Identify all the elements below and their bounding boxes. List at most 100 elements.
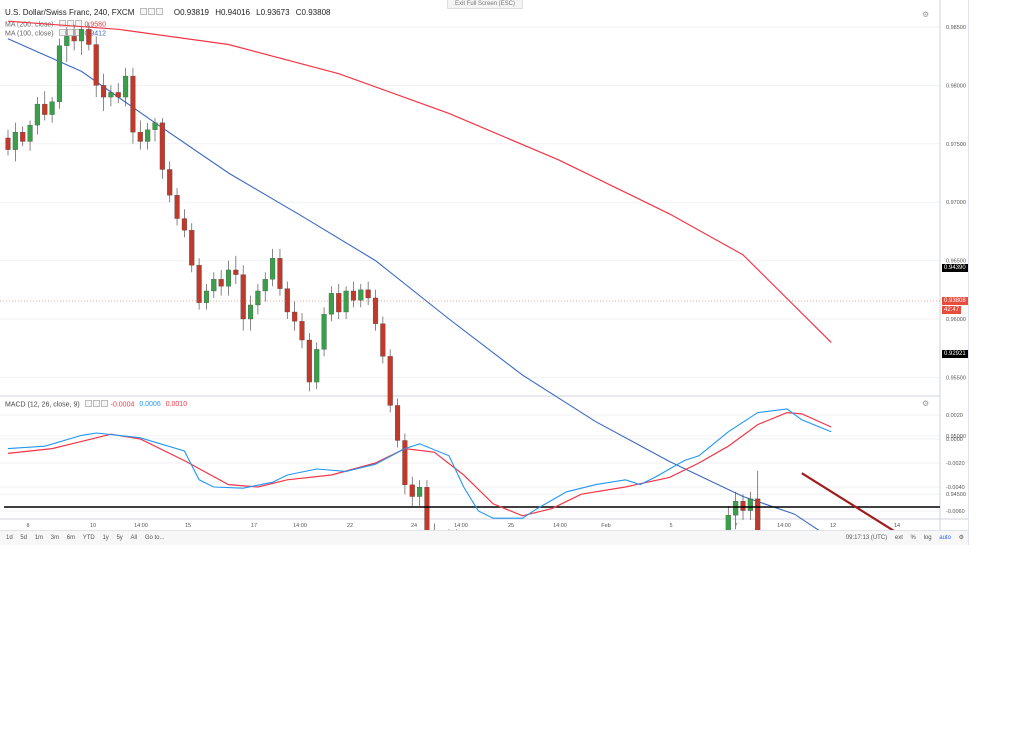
timeframe-6m[interactable]: 6m [66,535,76,541]
candle-body [733,501,739,516]
candle-body [27,124,33,142]
goto-date-button[interactable]: Go to... [144,535,165,541]
macd-pane-settings-icon[interactable]: ⚙ [922,399,930,408]
candle-body [233,269,239,275]
candle-body [299,321,305,341]
legend-buttons[interactable] [139,8,164,17]
candle-body [34,103,40,126]
timeframe-1y[interactable]: 1y [102,535,109,541]
timeframe-ytd[interactable]: YTD [82,535,95,541]
log-toggle[interactable]: log [923,535,932,541]
candle-body [181,218,187,231]
chart-container[interactable]: Exit Full Screen (ESC) U.S. Dollar/Swiss… [0,0,969,545]
candle-body [159,122,165,170]
candle-body [336,293,342,313]
price-axis-label: 0.98500 [946,25,966,31]
candle-body [402,440,408,486]
price-axis-label: 0.97500 [946,142,966,148]
price-axis-label: 0.96000 [946,317,966,323]
candle-body [262,279,268,292]
timeframe-5d[interactable]: 5d [20,535,28,541]
candle-body [409,484,415,497]
candle-body [49,101,55,115]
candle-body [277,258,283,289]
price-axis-labels: 0.98500 0.98000 0.97500 0.97000 0.96500 0.960… [946,25,966,498]
price-axis-label: 0.94500 [946,492,966,498]
timeframe-5y[interactable]: 5y [116,535,123,541]
time-axis-label: 14:00 [134,523,148,529]
time-axis-label: 14:00 [777,523,791,529]
candle-body [747,498,753,511]
candle-body [152,122,158,130]
macd-line [7,408,832,519]
main-pane-settings-icon[interactable]: ⚙ [922,10,930,19]
time-axis-label: 14:00 [553,523,567,529]
candle-body [417,487,423,497]
time-axis-label: 8 [26,523,29,529]
ma200-legend[interactable]: MA (200, close) 0.9580 [5,20,106,29]
candle-body [314,349,320,383]
candle-body [380,323,386,357]
utc-clock: 09:17:13 (UTC) [845,535,888,541]
macd-axis-label: -0.0060 [946,509,965,515]
candle-body [387,356,393,406]
candle-body [42,103,48,115]
candle-body [137,131,143,142]
candle-body [247,304,254,320]
candle-body [12,131,18,150]
candle-body [86,29,92,45]
macd-series [7,408,832,519]
exit-fullscreen-button[interactable]: Exit Full Screen (ESC) [447,0,523,9]
timeframe-all[interactable]: All [130,535,138,541]
candle-body [56,45,62,102]
time-axis-label: 17 [251,523,257,529]
ohlc-open: O0.93819 [173,8,209,17]
time-axis-label: 15 [185,523,191,529]
ext-toggle[interactable]: ext [894,535,903,541]
candle-body [5,137,11,150]
candle-body [145,129,151,142]
candle-body [270,258,276,280]
candle-body [167,169,173,196]
candle-body [130,75,136,133]
candle-body [101,85,107,98]
time-axis-label: 14 [894,523,900,529]
candle-body [20,131,26,142]
time-axis-label: 7 [734,523,737,529]
macd-signal-line [7,411,832,517]
candle-body [240,274,246,320]
percent-toggle[interactable]: % [910,535,916,541]
timeframe-1d[interactable]: 1d [6,535,13,541]
macd-axis-label: -0.0020 [946,461,965,467]
chart-svg[interactable]: 0.98500 0.98000 0.97500 0.97000 0.96500 0.960… [0,0,968,530]
candle-body [93,44,99,86]
last-price-tag: 0.93808 [942,297,968,305]
macd-axis-label: -0.0040 [946,485,965,491]
macd-legend-buttons[interactable] [84,400,109,409]
time-axis-label: 24 [411,523,417,529]
macd-legend[interactable]: MACD (12, 26, close, 9) -0.0004 0.0006 0… [5,400,187,409]
candle-body [78,29,85,42]
candle-body [328,293,334,315]
candle-body [365,289,371,299]
macd-label: MACD (12, 26, close, 9) [5,401,80,409]
candle-body [740,501,746,511]
level-tag-lower: 0.92921 [942,350,968,358]
price-axis-label: 0.98000 [946,83,966,89]
ohlc-high: H0.94016 [215,8,250,17]
bottom-right-controls: 09:17:13 (UTC) ext % log auto ⚙ [840,531,964,545]
candle-body [218,279,224,287]
price-axis-label: 0.97000 [946,200,966,206]
candle-body [64,36,70,46]
timeframe-3m[interactable]: 3m [50,535,60,541]
symbol-legend: U.S. Dollar/Swiss Franc, 240, FXCM O0.93… [5,8,330,17]
macd-value-hist: -0.0004 [110,401,135,409]
candle-body [123,75,129,98]
trendlines [801,472,895,530]
timeframe-1m[interactable]: 1m [34,535,44,541]
auto-toggle[interactable]: auto [939,535,951,541]
settings-gear-icon[interactable]: ⚙ [958,535,964,541]
support-resistance-lines [4,506,940,508]
time-axis-label: 25 [508,523,514,529]
candle-body [189,230,195,266]
